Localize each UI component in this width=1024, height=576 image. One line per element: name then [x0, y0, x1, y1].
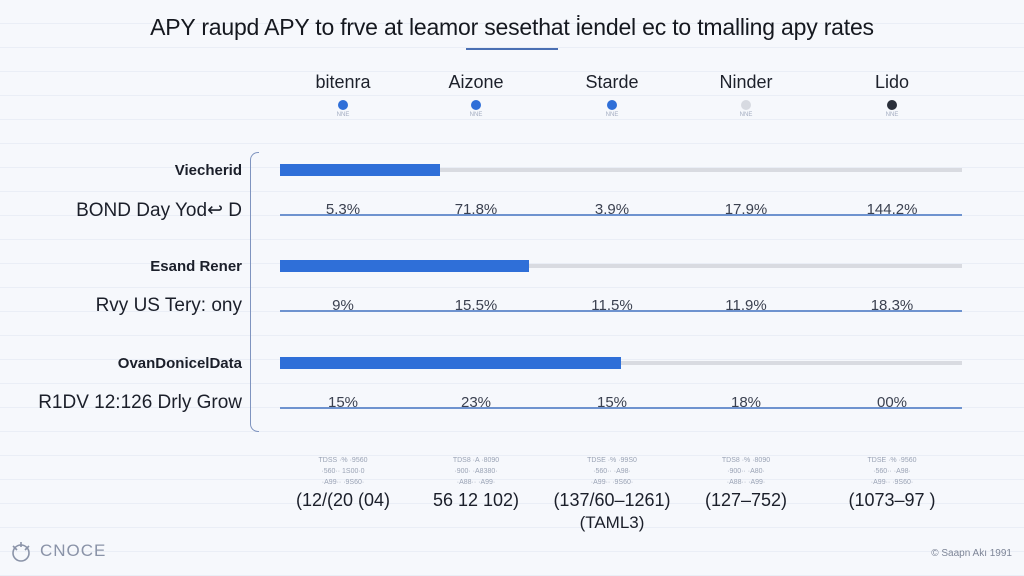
brand-mark-icon — [12, 542, 30, 562]
footer-note: ·A99·· ·9S60· — [321, 479, 365, 486]
provider-label: Ninder — [719, 72, 773, 92]
footer-note: ·560·· 1S00·0 — [321, 468, 365, 475]
bar-label: Viecherid — [174, 162, 242, 179]
rows-bracket — [250, 152, 259, 432]
row-rule — [280, 310, 962, 312]
apy-bar — [280, 357, 621, 369]
footer-extra: (TAML3) — [579, 513, 645, 532]
rate-value: 9% — [332, 297, 354, 314]
footer-range: (127–752) — [704, 490, 788, 510]
row-rule — [280, 407, 962, 409]
footer-range: 56 12 102) — [432, 490, 520, 510]
footer-note: TDSS ·% ·9560 — [318, 457, 368, 464]
bar-track — [280, 264, 962, 268]
rate-value: 17.9% — [724, 201, 768, 218]
bar-track — [280, 168, 962, 172]
provider-sublabel: NNE — [605, 112, 619, 118]
brand-logo: CNOCE — [8, 538, 106, 564]
provider-sublabel: NNE — [469, 112, 483, 118]
provider-dot-icon — [471, 100, 481, 110]
row-label: R1DV 12:126 Drly Grow — [38, 392, 242, 413]
footer-note: ·A88·· ·A99· — [456, 479, 496, 486]
footer-range: (12/(20 (04) — [295, 490, 391, 510]
provider-dot-icon — [741, 100, 751, 110]
row-label: BOND Day Yod↩ D — [76, 200, 242, 221]
bar-label: Esand Rener — [150, 258, 242, 275]
rate-value: 18.3% — [870, 297, 914, 314]
rate-value: 23% — [460, 394, 492, 411]
footer-note: ·A99·· ·9S60· — [590, 479, 634, 486]
apy-bar — [280, 164, 441, 176]
rate-value: 144.2% — [866, 201, 918, 218]
footer-note: ·A88·· ·A99· — [726, 479, 766, 486]
rate-value: 00% — [876, 394, 908, 411]
footer-range: (137/60–1261) — [553, 490, 671, 510]
rate-value: 5.3% — [325, 201, 361, 218]
rate-value: 15.5% — [454, 297, 498, 314]
rate-value: 11.5% — [591, 297, 633, 314]
rate-value: 15% — [596, 394, 628, 411]
copyright: © Saapn Akı 1991 — [931, 548, 1012, 559]
provider-label: Starde — [585, 72, 639, 92]
bar-track — [280, 361, 962, 365]
chart-title: APY raupd APY to frve at leamor sesethat… — [150, 14, 874, 40]
provider-label: bitenra — [315, 72, 371, 92]
provider-dot-icon — [607, 100, 617, 110]
rate-value: 71.8% — [454, 201, 498, 218]
provider-label: Aizone — [448, 72, 504, 92]
footer-note: TDS8 ·A ·8090 — [452, 457, 500, 464]
rate-value: 18% — [730, 394, 762, 411]
provider-dot-icon — [338, 100, 348, 110]
footer-range: (1073–97 ) — [848, 490, 936, 510]
provider-dot-icon — [887, 100, 897, 110]
footer-note: ·900· ·A8380· — [454, 468, 498, 475]
provider-sublabel: NNE — [336, 112, 350, 118]
footer-note: TDS8 ·% ·8090 — [721, 457, 771, 464]
provider-label: Lido — [874, 72, 910, 92]
rate-value: 3.9% — [594, 201, 630, 218]
footer-note: TDSE ·% ·9560 — [867, 457, 917, 464]
title-underline — [466, 48, 558, 50]
brand-name: CNOCE — [40, 541, 107, 560]
bar-label: OvanDonicelData — [117, 355, 242, 372]
footer-note: ·900·· ·A80· — [727, 468, 765, 475]
rate-value: 15% — [327, 394, 359, 411]
row-rule — [280, 214, 962, 216]
footer-note: ·560·· ·A98· — [593, 468, 631, 475]
provider-sublabel: NNE — [739, 112, 753, 118]
provider-sublabel: NNE — [885, 112, 899, 118]
footer-note: ·A99·· ·9S60· — [870, 479, 914, 486]
rate-value: 11.9% — [725, 297, 767, 314]
footer-note: TDSE ·% ·99S0 — [587, 457, 637, 464]
apy-bar — [280, 260, 529, 272]
row-label: Rvy US Tery: ony — [95, 295, 242, 316]
footer-note: ·560·· ·A98· — [873, 468, 911, 475]
